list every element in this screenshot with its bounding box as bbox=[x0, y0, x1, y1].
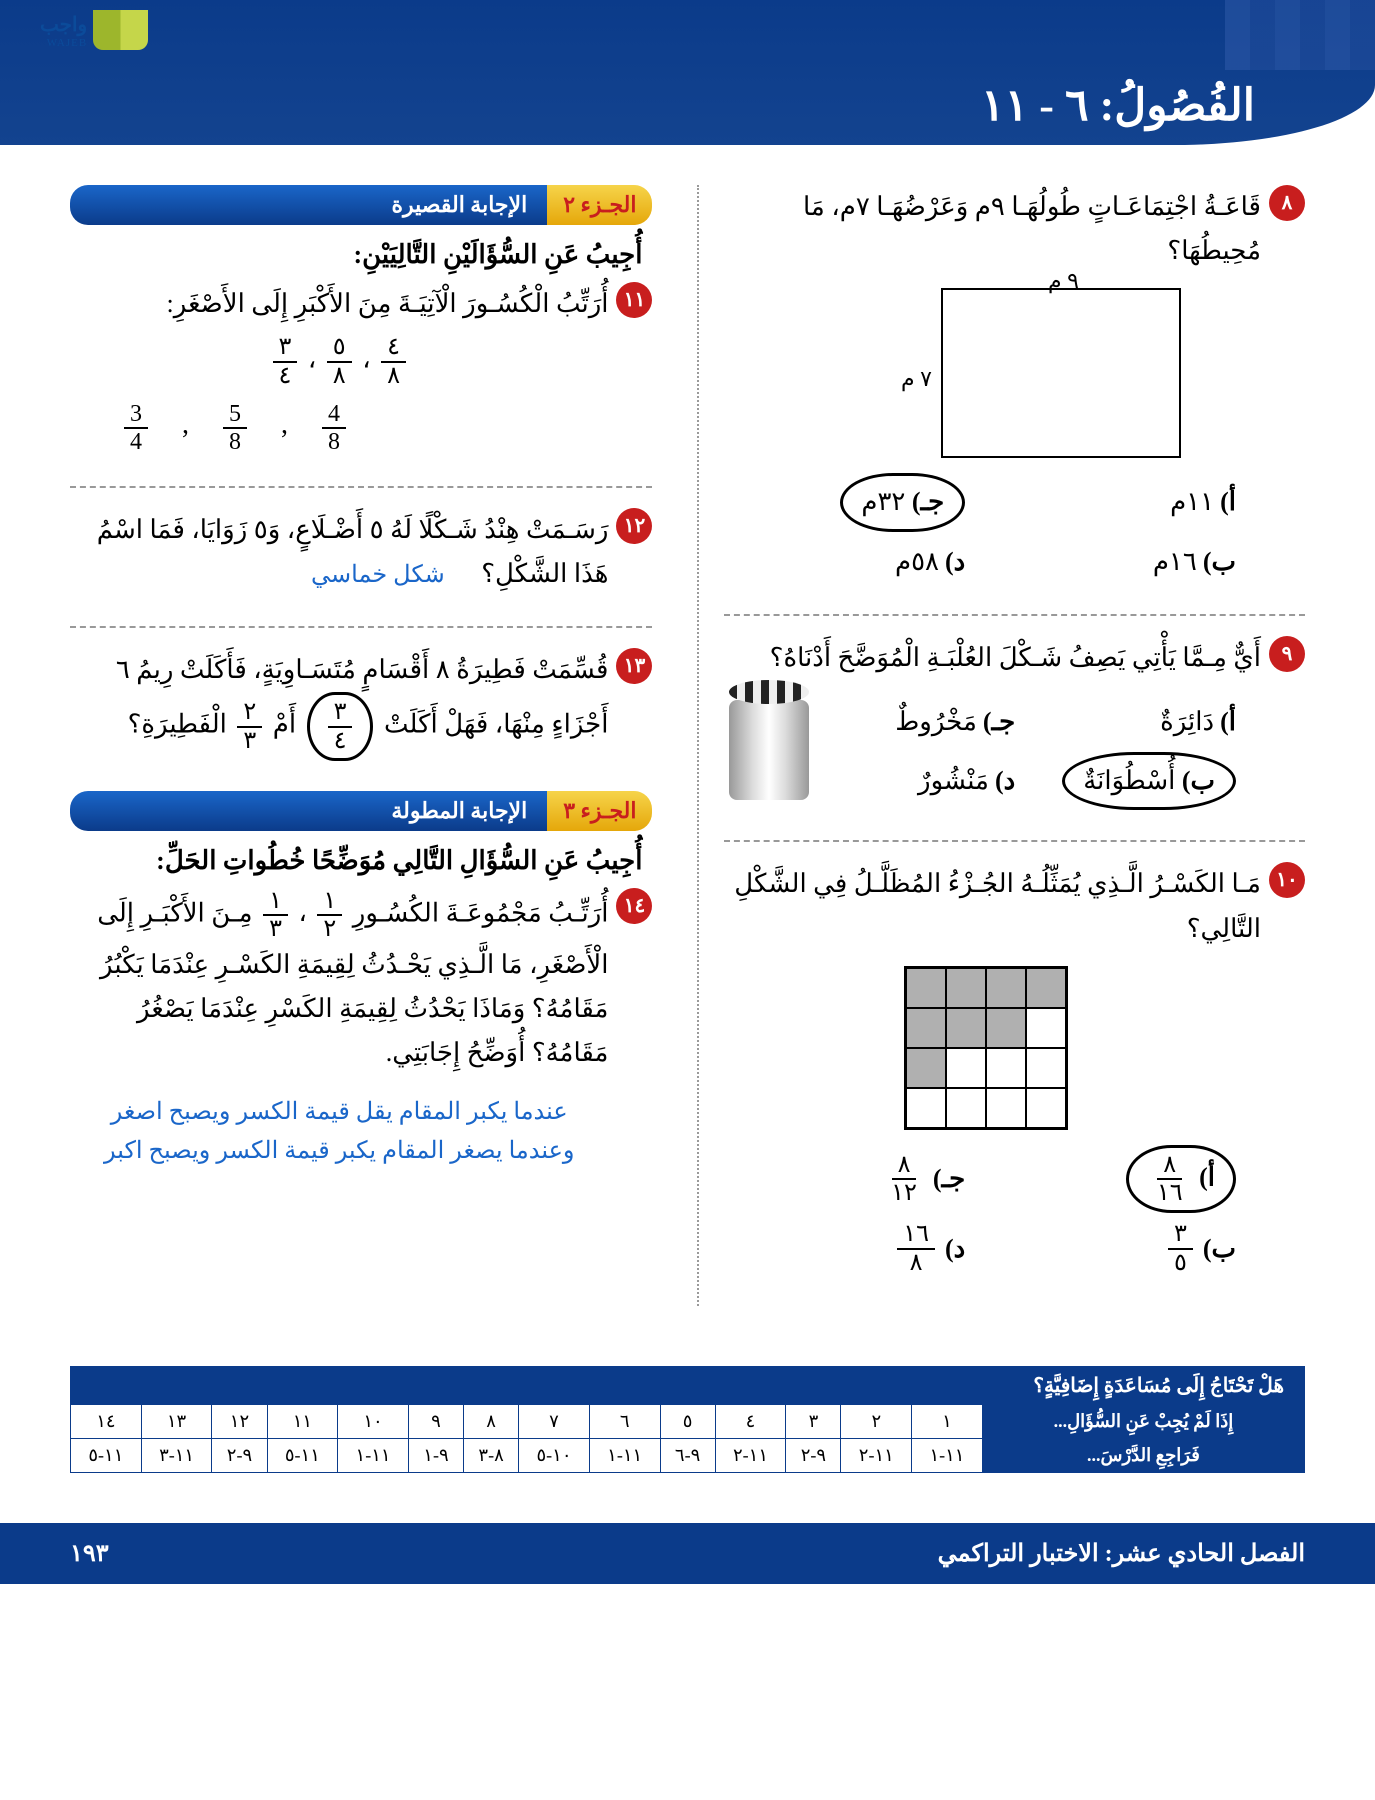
grid-cell bbox=[946, 1048, 986, 1088]
book-icon bbox=[93, 10, 148, 50]
page-title: الفُصُولُ: ٦ - ١١ bbox=[0, 0, 1375, 131]
grid-cell bbox=[986, 968, 1026, 1008]
grid-cell bbox=[1026, 968, 1066, 1008]
grid-cell bbox=[1026, 1088, 1066, 1128]
pill-part-3: الجـزء ٣ bbox=[547, 791, 652, 831]
qnum-11: ١١ bbox=[616, 282, 652, 318]
q13-frac-2: ٢٣ bbox=[237, 699, 262, 754]
lead-3: أُجِيبُ عَنِ السُّؤَالِ التَّالِي مُوَضِ… bbox=[70, 846, 642, 876]
separator bbox=[70, 486, 652, 488]
q10-options: أ) ٨١٦ جـ) ٨١٢ ب) ٣٥ د) ١٦٨ bbox=[724, 1145, 1236, 1277]
q8-opt-b: ب) ١٦م bbox=[995, 540, 1236, 584]
q9-opt-a: أ) دَائِرَةٌ bbox=[1045, 700, 1236, 744]
section-3-pill: الجـزء ٣ الإجابة المطولة bbox=[70, 791, 652, 831]
separator bbox=[724, 840, 1305, 842]
pill-title-2: الإجابة القصيرة bbox=[70, 185, 547, 225]
cylinder-icon bbox=[724, 680, 814, 800]
column-right: ٨ قَاعَـةُ اجْتِمَاعَـاتٍ طُولُهَـا ٩م و… bbox=[697, 185, 1305, 1306]
q9-opt-d: د) مَنْشُورٌ bbox=[824, 752, 1015, 810]
grid-cell bbox=[906, 1008, 946, 1048]
section-2-pill: الجـزء ٢ الإجابة القصيرة bbox=[70, 185, 652, 225]
column-left: الجـزء ٢ الإجابة القصيرة أُجِيبُ عَنِ ال… bbox=[70, 185, 677, 1306]
q11-given: ٤٨ ، ٥٨ ، ٣٤ bbox=[70, 334, 608, 389]
question-10: ١٠ مَـا الكَسْـرُ الَّـذِي يُمَثِّلُـهُ … bbox=[724, 862, 1305, 1276]
grid-cell bbox=[1026, 1048, 1066, 1088]
q13-frac-1: ٣٤ bbox=[307, 692, 374, 761]
q9-opt-c: جـ) مَخْرُوطٌ bbox=[824, 700, 1015, 744]
q9-opt-b: ب) أُسْطُوَانَةٌ bbox=[1045, 752, 1236, 810]
q10-opt-a: أ) ٨١٦ bbox=[995, 1145, 1236, 1214]
grid-cell bbox=[946, 1088, 986, 1128]
grid-cell bbox=[906, 968, 946, 1008]
q8-opt-c: جـ) ٣٢م bbox=[724, 473, 965, 531]
pill-part-2: الجـزء ٢ bbox=[547, 185, 652, 225]
q10-grid bbox=[904, 966, 1068, 1130]
q10-text: مَـا الكَسْـرُ الَّـذِي يُمَثِّلُـهُ الج… bbox=[734, 869, 1261, 942]
qnum-12: ١٢ bbox=[616, 508, 652, 544]
help-row-q: إِذَا لَمْ يُجِبْ عَنِ السُّؤَالِ...١٢٣٤… bbox=[71, 1405, 1305, 1439]
logo-sub: WAJEB bbox=[40, 37, 87, 49]
q8-rectangle: ٩ م ٧ م bbox=[941, 288, 1181, 458]
logo-text: واجب bbox=[40, 12, 87, 37]
question-13: ١٣ قُسِّمَتْ فَطِيرَةُ ٨ أَقْسَامٍ مُتَس… bbox=[70, 648, 652, 761]
qnum-8: ٨ bbox=[1269, 185, 1305, 221]
question-9: ٩ أَيٌّ مِـمَّا يَأْتِي يَصِفُ شَـكْلَ ا… bbox=[724, 636, 1305, 811]
help-table: هَلْ تَحْتَاجُ إِلَى مُسَاعَدَةٍ إِضَافِ… bbox=[70, 1366, 1305, 1473]
q11-answer: 34 , 58 , 48 bbox=[120, 401, 608, 456]
question-11: ١١ أُرَتِّبُ الْكُسُـورَ الْآتِيَـةَ مِن… bbox=[70, 282, 652, 456]
q9-text: أَيٌّ مِـمَّا يَأْتِي يَصِفُ شَـكْلَ الع… bbox=[770, 643, 1261, 672]
separator bbox=[724, 614, 1305, 616]
lead-2: أُجِيبُ عَنِ السُّؤَالَيْنِ التَّالِيَيْ… bbox=[70, 240, 642, 270]
q13-mid: أَمْ bbox=[266, 710, 296, 739]
separator bbox=[70, 626, 652, 628]
help-title: هَلْ تَحْتَاجُ إِلَى مُسَاعَدَةٍ إِضَافِ… bbox=[71, 1367, 1305, 1405]
grid-cell bbox=[986, 1008, 1026, 1048]
grid-cell bbox=[986, 1088, 1026, 1128]
q12-answer: شكل خماسي bbox=[311, 562, 445, 588]
rect-side-label: ٧ م bbox=[901, 360, 932, 397]
question-12: ١٢ رَسَـمَتْ هِنْدُ شَـكْلًا لَهُ ٥ أَضْ… bbox=[70, 508, 652, 596]
q8-opt-a: أ) ١١م bbox=[995, 473, 1236, 531]
qnum-9: ٩ bbox=[1269, 636, 1305, 672]
grid-cell bbox=[946, 968, 986, 1008]
q10-opt-c: جـ) ٨١٢ bbox=[724, 1145, 965, 1214]
question-14: ١٤ أُرَتِّـبُ مَجْمُوعَـةَ الكُسُـورِ ١٢… bbox=[70, 888, 652, 1170]
q11-text: أُرَتِّبُ الْكُسُـورَ الْآتِيَـةَ مِنَ ا… bbox=[167, 289, 609, 318]
footer-pagenum: ١٩٣ bbox=[70, 1539, 109, 1568]
q8-options: أ) ١١م جـ) ٣٢م ب) ١٦م د) ٥٨م bbox=[724, 473, 1236, 583]
q8-text: قَاعَـةُ اجْتِمَاعَـاتٍ طُولُهَـا ٩م وَع… bbox=[803, 192, 1261, 265]
grid-cell bbox=[906, 1088, 946, 1128]
page-footer: الفصل الحادي عشر: الاختبار التراكمي ١٩٣ bbox=[0, 1523, 1375, 1584]
grid-cell bbox=[906, 1048, 946, 1088]
q8-opt-d: د) ٥٨م bbox=[724, 540, 965, 584]
qnum-10: ١٠ bbox=[1269, 862, 1305, 898]
page-header: واجب WAJEB الفُصُولُ: ٦ - ١١ bbox=[0, 0, 1375, 145]
grid-cell bbox=[1026, 1008, 1066, 1048]
grid-cell bbox=[986, 1048, 1026, 1088]
question-8: ٨ قَاعَـةُ اجْتِمَاعَـاتٍ طُولُهَـا ٩م و… bbox=[724, 185, 1305, 584]
content-columns: ٨ قَاعَـةُ اجْتِمَاعَـاتٍ طُولُهَـا ٩م و… bbox=[0, 145, 1375, 1326]
q14-text-a: أُرَتِّـبُ مَجْمُوعَـةَ الكُسُـورِ bbox=[346, 898, 608, 927]
pill-title-3: الإجابة المطولة bbox=[70, 791, 547, 831]
q10-opt-d: د) ١٦٨ bbox=[724, 1221, 965, 1276]
wajeb-logo: واجب WAJEB bbox=[40, 10, 148, 50]
q13-tail: الْفَطِيرَةِ؟ bbox=[128, 710, 227, 739]
footer-chapter: الفصل الحادي عشر: الاختبار التراكمي bbox=[938, 1539, 1305, 1568]
rect-top-label: ٩ م bbox=[1048, 262, 1079, 299]
qnum-14: ١٤ bbox=[616, 888, 652, 924]
help-row-lesson: فَرَاجِعِ الدَّرْسَ...١١-١١١-٢٩-٢١١-٢٩-٦… bbox=[71, 1439, 1305, 1473]
q10-opt-b: ب) ٣٥ bbox=[995, 1221, 1236, 1276]
qnum-13: ١٣ bbox=[616, 648, 652, 684]
q9-options: أ) دَائِرَةٌ جـ) مَخْرُوطٌ ب) أُسْطُوَان… bbox=[824, 700, 1236, 810]
grid-cell bbox=[946, 1008, 986, 1048]
q14-answer: عندما يكبر المقام يقل قيمة الكسر ويصبح ا… bbox=[70, 1093, 608, 1170]
q14-fractions: ١٢ ، ١٣ bbox=[259, 898, 346, 927]
